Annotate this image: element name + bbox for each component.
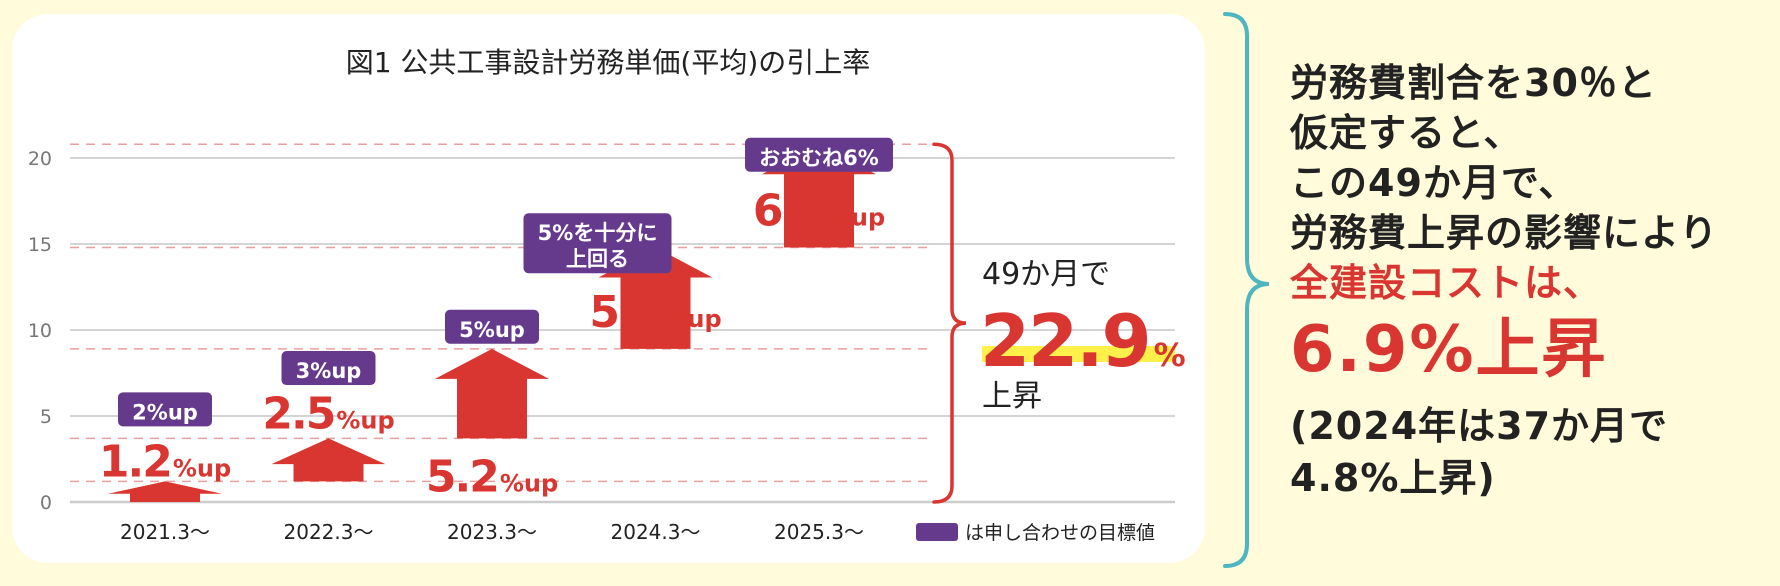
target-badge-text: 5%up <box>459 318 525 342</box>
x-tick-label: 2024.3〜 <box>611 520 701 544</box>
total-highlight <box>982 346 1175 362</box>
value-label-number: 5.9 <box>589 287 661 338</box>
target-badge <box>745 137 893 172</box>
legend-swatch <box>916 523 958 541</box>
value-labels: 1.2%up2.5%up5.2%up5.9%up6.0%up <box>99 185 885 502</box>
side-big-value: 6.9%上昇 <box>1290 313 1608 387</box>
value-label-unit: %up <box>336 406 394 434</box>
value-label-unit: %up <box>500 469 558 497</box>
target-badge-text: 5%を十分に <box>538 221 658 245</box>
value-label-number: 2.5 <box>262 388 334 439</box>
target-badge <box>445 309 539 344</box>
target-badge-text: 3%up <box>296 359 362 383</box>
legend-label: は申し合わせの目標値 <box>965 522 1155 544</box>
x-tick-label: 2022.3〜 <box>284 520 374 544</box>
side-note: 労務費割合を30％と 仮定すると、 この49か月で、 労務費上昇の影響により 全… <box>1290 58 1770 504</box>
target-badge <box>281 351 376 386</box>
value-label: 2.5%up <box>262 388 394 439</box>
total-suffix: 上昇 <box>982 379 1042 414</box>
y-tick-label: 5 <box>40 406 52 428</box>
value-label-number: 5.2 <box>426 451 498 502</box>
total-value-unit: % <box>1154 336 1186 374</box>
x-axis-labels: 2021.3〜 2022.3〜 2023.3〜 2024.3〜 2025.3〜 <box>120 520 864 544</box>
target-badge-text: おおむね6% <box>759 146 879 170</box>
y-tick-label: 0 <box>40 492 52 514</box>
value-label-number: 6.0 <box>753 185 825 236</box>
target-badge <box>118 392 212 427</box>
value-label: 6.0%up <box>753 185 885 236</box>
side-sub-line: (2024年は37か月で <box>1290 404 1669 448</box>
y-tick-label: 15 <box>28 234 52 256</box>
chart-title: 図1 公共工事設計労務単価(平均)の引上率 <box>346 46 871 79</box>
value-label-unit: %up <box>827 203 885 231</box>
value-label: 1.2%up <box>99 436 231 487</box>
y-tick-label: 20 <box>28 148 52 170</box>
value-label: 5.2%up <box>426 451 558 502</box>
arrow-up <box>271 438 386 482</box>
total-bracket <box>932 142 967 504</box>
arrow-up <box>108 481 222 502</box>
value-label-number: 1.2 <box>99 436 171 487</box>
chart: 図1 公共工事設計労務単価(平均)の引上率 1.2%up2.5%up5.2%up… <box>28 46 1186 544</box>
side-sub-line: 4.8%上昇) <box>1290 456 1496 500</box>
arrow-up <box>435 348 549 439</box>
side-line: 仮定すると、 <box>1290 111 1523 155</box>
y-axis-labels: 0 5 10 15 20 <box>28 148 52 514</box>
x-tick-label: 2021.3〜 <box>120 520 210 544</box>
chart-card: 図1 公共工事設計労務単価(平均)の引上率 1.2%up 2.5%up 5.2%up… <box>12 14 1205 563</box>
total-value: 22.9% <box>980 299 1186 383</box>
teal-brace <box>1223 12 1270 568</box>
target-badge-text: 上回る <box>566 247 629 271</box>
x-tick-label: 2025.3〜 <box>774 520 864 544</box>
value-label-unit: %up <box>173 454 231 482</box>
side-line: この49か月で、 <box>1290 161 1578 205</box>
target-badge-text: 2%up <box>132 400 198 424</box>
x-tick-label: 2023.3〜 <box>447 520 537 544</box>
value-label-unit: %up <box>663 305 721 333</box>
side-line: 労務費上昇の影響により <box>1290 211 1719 255</box>
side-red-line: 全建設コストは、 <box>1290 261 1603 305</box>
value-label: 5.9%up <box>589 287 721 338</box>
side-line: 労務費割合を30％と <box>1290 61 1657 105</box>
y-tick-label: 10 <box>28 320 52 342</box>
teal-brace-path <box>1223 12 1270 568</box>
target-badge <box>523 213 672 274</box>
total-value-number: 22.9 <box>980 299 1150 383</box>
total-prefix: 49か月で <box>982 257 1110 292</box>
